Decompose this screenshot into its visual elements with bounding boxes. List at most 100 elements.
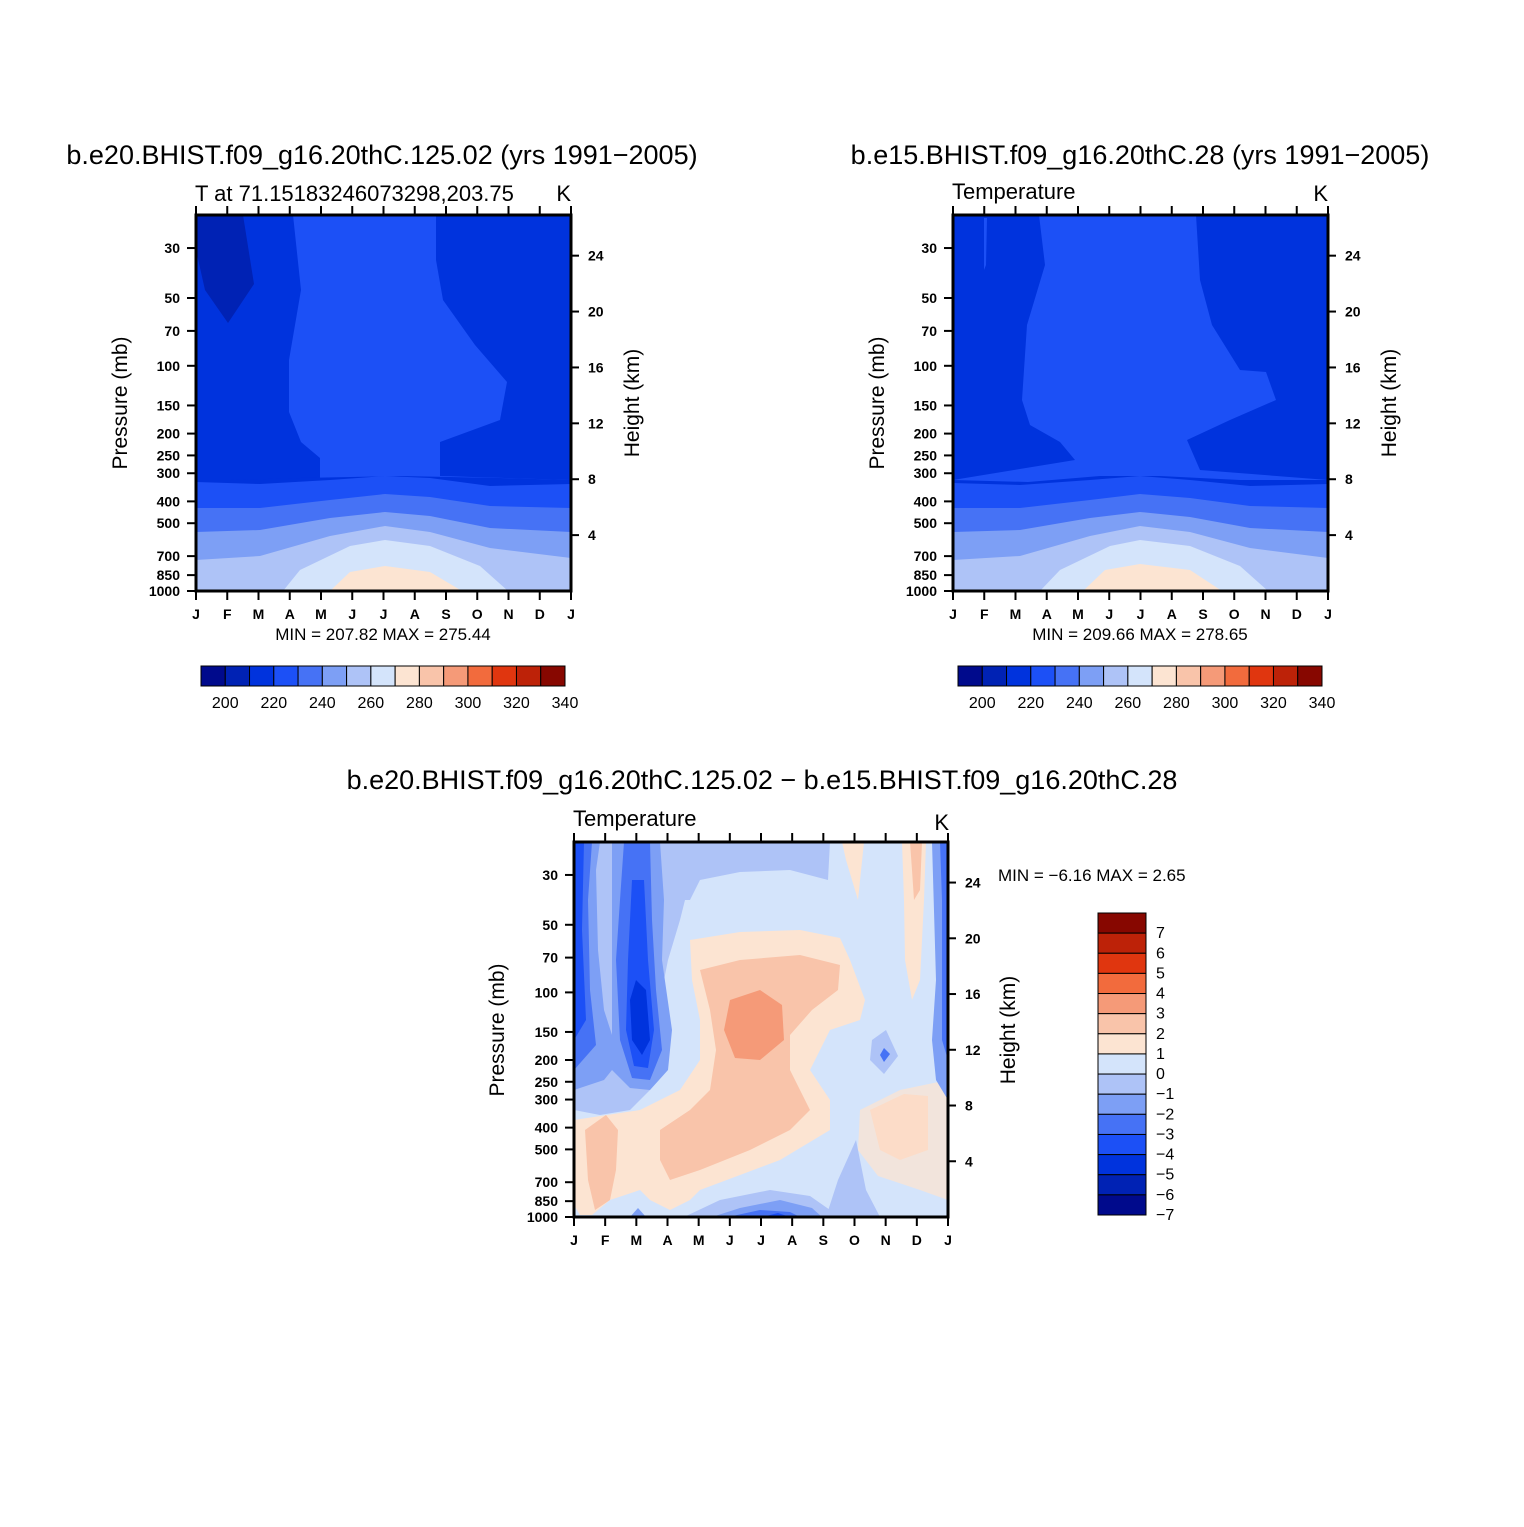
x-tick-label: N	[1260, 606, 1270, 622]
panel-diff: b.e20.BHIST.f09_g16.20thC.125.02 − b.e15…	[347, 765, 1186, 1248]
y-tick-label: 700	[535, 1174, 559, 1190]
colorbar-swatch	[297, 665, 323, 687]
colorbar-label: 200	[212, 695, 239, 712]
panel-e15-title: b.e15.BHIST.f09_g16.20thC.28 (yrs 1991−2…	[851, 140, 1430, 170]
x-tick-label: D	[1292, 606, 1302, 622]
colorbar-swatch	[1030, 665, 1056, 687]
panel-diff-units: K	[934, 810, 949, 835]
x-tick-label: M	[630, 1232, 642, 1248]
y-right-tick-label: 4	[1345, 527, 1353, 543]
colorbar-label: 220	[1017, 695, 1044, 712]
y-right-tick-label: 20	[588, 304, 604, 320]
panel-diff-title: b.e20.BHIST.f09_g16.20thC.125.02 − b.e15…	[347, 765, 1178, 795]
colorbar-swatch	[1097, 912, 1147, 934]
y-tick-label: 30	[542, 867, 558, 883]
y-tick-label: 700	[157, 548, 181, 564]
colorbar-swatch	[1224, 665, 1250, 687]
y-tick-label: 200	[914, 426, 938, 442]
fill-cold-spot-2	[880, 1048, 890, 1062]
x-tick-label: M	[1010, 606, 1022, 622]
y-tick-label: 250	[535, 1074, 559, 1090]
y-right-tick-label: 8	[965, 1098, 973, 1114]
y-tick-label: 50	[164, 290, 180, 306]
panel-diff-ylabel: Pressure (mb)	[486, 963, 509, 1096]
panel-e15: b.e15.BHIST.f09_g16.20thC.28 (yrs 1991−2…	[851, 140, 1430, 712]
y-right-tick-label: 8	[588, 471, 596, 487]
colorbar-swatch	[515, 665, 542, 687]
y-tick-label: 400	[157, 493, 181, 509]
panel-e20-units: K	[556, 181, 571, 206]
colorbar-swatch	[1097, 1154, 1147, 1176]
y-tick-label: 1000	[527, 1209, 558, 1225]
colorbar-label: 0	[1156, 1066, 1165, 1083]
colorbar-swatch	[1097, 993, 1147, 1015]
fill-cold-right-edge-2	[940, 842, 948, 1060]
colorbar-label: 240	[1066, 695, 1093, 712]
colorbar-label: 260	[1115, 695, 1142, 712]
y-tick-label: 100	[914, 358, 938, 374]
colorbar-label: −2	[1156, 1106, 1174, 1123]
y-tick-label: 500	[914, 515, 938, 531]
x-tick-label: J	[567, 606, 575, 622]
colorbar-label: 200	[969, 695, 996, 712]
panel-e20-title: b.e20.BHIST.f09_g16.20thC.125.02 (yrs 19…	[66, 140, 697, 170]
y-tick-label: 1000	[906, 583, 937, 599]
x-tick-label: S	[819, 1232, 828, 1248]
colorbar-label: 260	[358, 695, 385, 712]
y-tick-label: 1000	[149, 583, 180, 599]
x-tick-label: J	[726, 1232, 734, 1248]
y-tick-label: 300	[535, 1092, 559, 1108]
colorbar-swatch	[1097, 1113, 1147, 1135]
colorbar-swatch	[1151, 665, 1177, 687]
panel-e20-left-subtitle: T at 71.15183246073298,203.75	[195, 181, 514, 206]
colorbar-label: 320	[1260, 695, 1287, 712]
colorbar-swatch	[1097, 1033, 1147, 1055]
x-tick-label: J	[944, 1232, 952, 1248]
x-tick-label: A	[787, 1232, 797, 1248]
y-tick-label: 30	[921, 240, 937, 256]
fill-cold-0033	[630, 980, 650, 1055]
colorbar-swatch	[1200, 665, 1226, 687]
x-tick-label: J	[348, 606, 356, 622]
fill-thin-streak	[984, 218, 987, 270]
panel-diff-plot-area: J F M A M J J A S O N D J 30 50 70 100 150 200 250 300 400 500…	[527, 833, 981, 1248]
colorbar-swatch	[224, 665, 251, 687]
colorbar-label: 5	[1156, 965, 1165, 982]
colorbar-swatch	[1097, 932, 1147, 954]
x-tick-label: J	[757, 1232, 765, 1248]
y-tick-label: 70	[164, 323, 180, 339]
x-tick-label: A	[1042, 606, 1052, 622]
x-tick-label: J	[949, 606, 957, 622]
y-tick-label: 70	[542, 950, 558, 966]
x-tick-label: N	[503, 606, 513, 622]
colorbar-swatch	[1097, 1013, 1147, 1035]
fill-cold-bottom-3	[712, 1200, 822, 1217]
y-tick-label: 150	[914, 397, 938, 413]
y-tick-label: 200	[157, 426, 181, 442]
colorbar-swatch	[1097, 952, 1147, 974]
colorbar-swatch	[1103, 665, 1129, 687]
y-tick-label: 250	[157, 447, 181, 463]
x-tick-label: O	[849, 1232, 860, 1248]
colorbar-label: 320	[503, 695, 530, 712]
colorbar-swatch	[491, 665, 517, 687]
x-tick-label: N	[881, 1232, 891, 1248]
y-right-tick-label: 20	[965, 930, 981, 946]
panel-diff-ylabel-right: Height (km)	[997, 976, 1020, 1085]
y-right-tick-label: 24	[1345, 248, 1361, 264]
colorbar-swatch	[1054, 665, 1080, 687]
colorbar-label: −5	[1156, 1167, 1174, 1184]
colorbar-swatch	[273, 665, 299, 687]
colorbar-label: 340	[1309, 695, 1336, 712]
y-right-tick-label: 4	[965, 1153, 973, 1169]
fill-band-280	[330, 566, 462, 591]
y-right-tick-label: 8	[1345, 471, 1353, 487]
y-right-tick-label: 4	[588, 527, 596, 543]
y-tick-label: 850	[914, 567, 938, 583]
panel-e15-ylabel: Pressure (mb)	[866, 336, 889, 469]
panel-diff-left-subtitle: Temperature	[573, 806, 697, 831]
colorbar-label: 1	[1156, 1046, 1165, 1063]
colorbar-label: 6	[1156, 945, 1165, 962]
y-tick-label: 150	[535, 1024, 559, 1040]
